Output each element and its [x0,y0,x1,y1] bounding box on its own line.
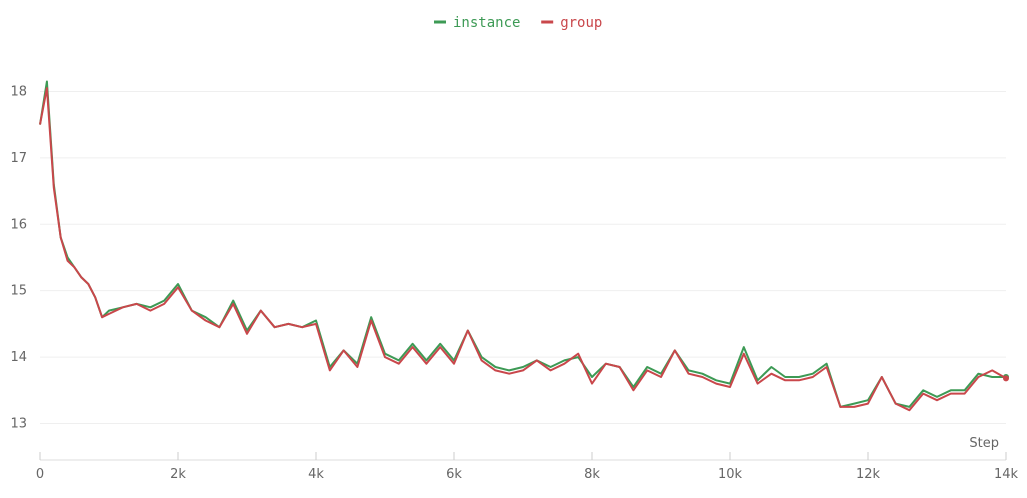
x-tick-label: 8k [584,467,600,482]
series-line-group[interactable] [39,87,1007,412]
grid-layer [40,90,1006,424]
x-axis-label: Step [969,436,999,451]
legend-label: instance [453,15,520,31]
series-endpoint-group [1003,375,1009,382]
x-tick-label: 4k [308,467,324,482]
x-tick-label: 14k [994,467,1019,482]
x-tick-label: 0 [36,467,44,482]
legend-label: group [560,15,602,31]
y-tick-label: 16 [10,217,27,232]
y-tick-label: 13 [10,416,27,431]
x-tick-label: 10k [718,467,743,482]
legend-item-group[interactable]: group [541,15,602,31]
x-tick-label: 6k [446,467,462,482]
legend[interactable]: instance group [434,15,602,31]
y-tick-label: 18 [10,84,27,99]
series-layer [39,80,1009,412]
x-tick-label: 12k [856,467,881,482]
x-tick-label: 2k [170,467,186,482]
y-tick-label: 17 [10,151,27,166]
y-tick-label: 14 [10,350,27,365]
series-line-instance[interactable] [39,80,1006,408]
axis-layer: 13 14 15 16 17 18 0 2k 4k 6k 8k 10k 12k 14k [10,84,1018,482]
legend-item-instance[interactable]: instance [434,15,520,31]
y-tick-label: 15 [10,284,27,299]
